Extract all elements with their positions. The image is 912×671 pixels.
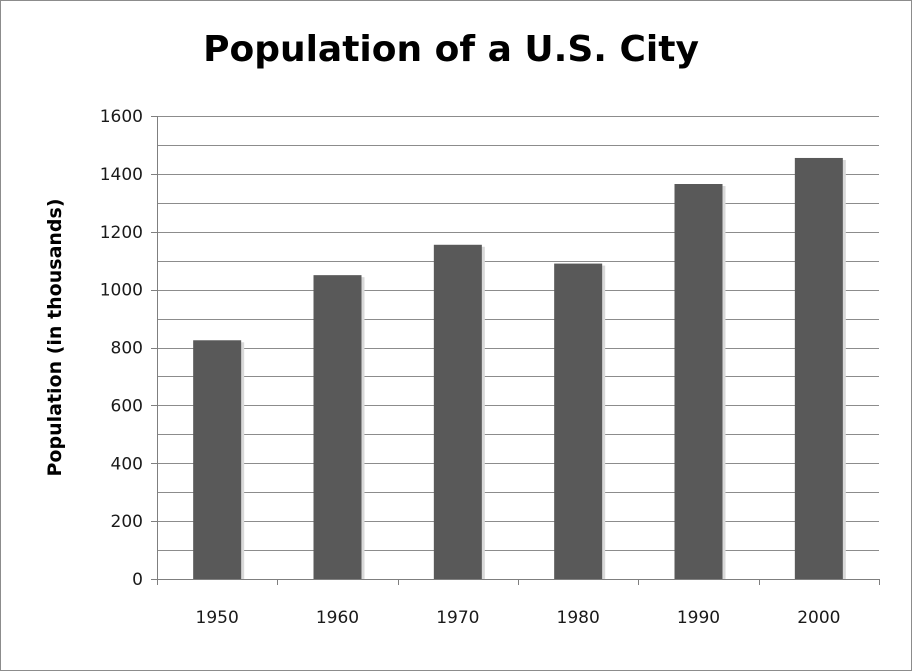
y-tick-label: 1400: [100, 165, 143, 185]
x-tick-label: 1990: [677, 608, 720, 628]
chart-title: Population of a U.S. City: [203, 29, 699, 70]
y-tick-label: 600: [111, 396, 143, 416]
x-tick-label: 1970: [436, 608, 479, 628]
x-tick-label: 1950: [196, 608, 239, 628]
y-tick-label: 400: [111, 454, 143, 474]
bars: [193, 157, 846, 580]
y-tick-label: 1000: [100, 281, 143, 301]
bar-2000: [794, 157, 843, 579]
axes: [151, 116, 880, 585]
gridlines: [157, 116, 879, 551]
y-tick-label: 200: [111, 512, 143, 532]
bar-1970: [433, 244, 482, 579]
y-tick-label: 0: [132, 570, 143, 590]
x-tick-label: 1960: [316, 608, 359, 628]
y-tick-label: 1200: [100, 223, 143, 243]
y-tick-labels: 0 200 400 600 800 1000 1200 1400 1600: [100, 107, 143, 590]
x-tick-label: 2000: [797, 608, 840, 628]
bar-1950: [193, 340, 242, 579]
x-tick-labels: 1950 1960 1970 1980 1990 2000: [196, 608, 841, 628]
bar-1980: [554, 263, 603, 579]
y-tick-label: 1600: [100, 107, 143, 127]
bar-1990: [674, 184, 723, 580]
y-axis-title: Population (in thousands): [44, 198, 66, 476]
x-tick-label: 1980: [557, 608, 600, 628]
y-tick-label: 800: [111, 339, 143, 359]
bar-1960: [313, 275, 362, 579]
